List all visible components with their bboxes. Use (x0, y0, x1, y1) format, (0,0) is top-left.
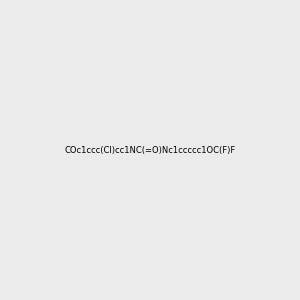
Text: COc1ccc(Cl)cc1NC(=O)Nc1ccccc1OC(F)F: COc1ccc(Cl)cc1NC(=O)Nc1ccccc1OC(F)F (64, 146, 236, 154)
